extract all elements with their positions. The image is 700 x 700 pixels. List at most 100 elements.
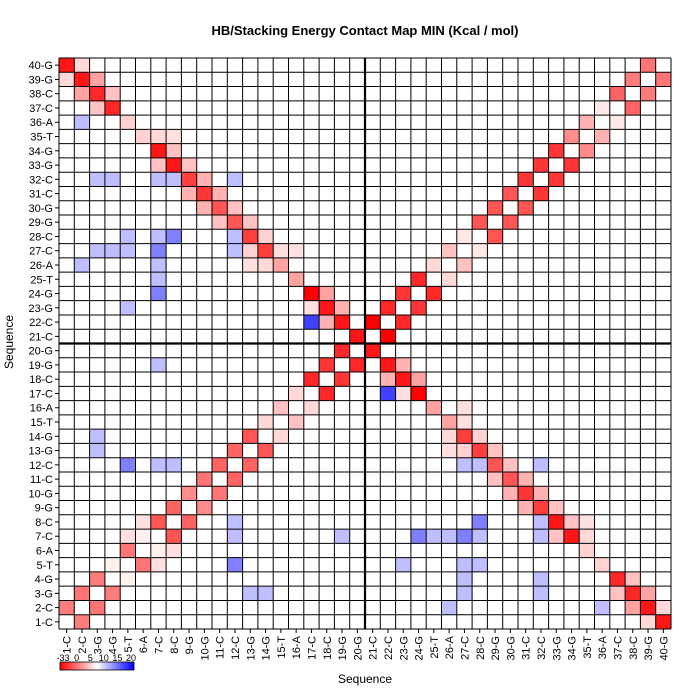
heatmap-cell [655,614,671,629]
heatmap-cell [533,457,549,472]
heatmap-cell [150,243,167,258]
heatmap-cell [655,72,671,87]
heatmap-cell [242,443,258,458]
x-tick-label: 11-C [215,636,227,659]
heatmap-cell [625,72,641,87]
heatmap-cell [502,457,518,472]
heatmap-cell [410,300,427,315]
heatmap-cell [150,257,167,273]
x-tick-label: 29-G [490,636,502,660]
heatmap-cell [166,229,182,244]
heatmap-cell [227,529,243,544]
heatmap-cell [104,557,121,572]
heatmap-cell [380,300,396,315]
heatmap-cell [594,115,610,130]
colorbar-tick-label: 0 [74,653,79,663]
heatmap-cell [74,72,90,87]
heatmap-cell [212,215,228,230]
y-tick-label: 8-C [35,517,53,529]
y-tick-label: 12-C [29,460,53,472]
heatmap-cell [334,343,350,358]
heatmap-cell [625,100,641,116]
heatmap-cell [89,243,105,258]
y-tick-label: 36-A [30,117,54,129]
heatmap-cell [380,357,396,373]
y-tick-label: 29-G [29,217,53,229]
heatmap-cell [410,272,427,287]
y-tick-label: 25-T [30,274,53,286]
x-tick-label: 19-G [337,636,349,660]
heatmap-cell [273,414,289,430]
heatmap-cell [533,529,549,544]
heatmap-cell [319,372,335,387]
x-tick-label: 20-G [352,636,364,660]
heatmap-cell [472,243,488,258]
y-tick-label: 34-G [29,146,53,158]
colorbar-tick-label: 15 [112,653,122,663]
chart-title: HB/Stacking Energy Contact Map MIN (Kcal… [212,23,519,38]
heatmap-cell [365,343,381,358]
heatmap-cell [227,200,243,216]
heatmap-cell [227,443,243,458]
heatmap-cell [472,514,488,530]
y-tick-label: 37-C [29,103,53,115]
heatmap-cell [89,86,105,101]
heatmap-cell [625,586,641,601]
heatmap-cell [319,357,335,373]
heatmap-cell [242,243,258,258]
heatmap-cell [181,172,197,187]
heatmap-cell [212,200,228,216]
heatmap-cell [502,200,518,216]
heatmap-cell [518,172,534,187]
y-tick-label: 28-C [29,231,53,243]
heatmap-cell [227,471,243,487]
heatmap-cell [441,243,457,258]
y-tick-label: 21-C [29,331,53,343]
heatmap-cell [89,172,105,187]
heatmap-cell [579,115,595,130]
heatmap-cell [104,243,121,258]
y-tick-label: 18-C [29,374,53,386]
heatmap-cell [625,571,641,587]
heatmap-cell [380,329,396,344]
x-tick-label: 35-T [582,636,594,659]
x-tick-label: 3-G [92,636,104,654]
heatmap-cell [334,529,350,544]
heatmap-cell [579,143,595,158]
heatmap-cell [395,300,411,315]
heatmap-cell [472,229,488,244]
heatmap-cell [640,86,656,101]
heatmap-cell [472,529,488,544]
heatmap-cell [242,457,258,472]
heatmap-cell [120,543,136,558]
heatmap-cell [533,514,549,530]
x-tick-label: 37-C [612,636,624,660]
y-tick-label: 1-C [35,617,53,629]
heatmap-cell [319,314,335,330]
y-tick-label: 11-C [30,474,53,486]
heatmap-cell [472,443,488,458]
heatmap-cell [456,443,473,458]
heatmap-cell [135,557,151,572]
heatmap-cell [150,172,167,187]
x-tick-label: 5-T [123,636,135,653]
x-tick-label: 26-A [444,635,456,659]
x-tick-label: 12-C [230,636,242,660]
heatmap-cell [456,571,473,587]
heatmap-cell [181,514,197,530]
heatmap-cell [74,600,90,615]
heatmap-cell [334,357,350,373]
heatmap-cell [104,86,121,101]
heatmap-cell [196,200,212,216]
heatmap-cell [303,386,320,401]
heatmap-cell [227,457,243,472]
heatmap-cell [303,300,320,315]
x-tick-label: 24-G [414,636,426,660]
heatmap-cell [533,172,549,187]
heatmap-cell [395,372,411,387]
heatmap-cell [349,343,365,358]
heatmap-cell [395,557,411,572]
heatmap-cell [150,557,167,572]
heatmap-cell [533,186,549,201]
heatmap-cell [150,457,167,472]
